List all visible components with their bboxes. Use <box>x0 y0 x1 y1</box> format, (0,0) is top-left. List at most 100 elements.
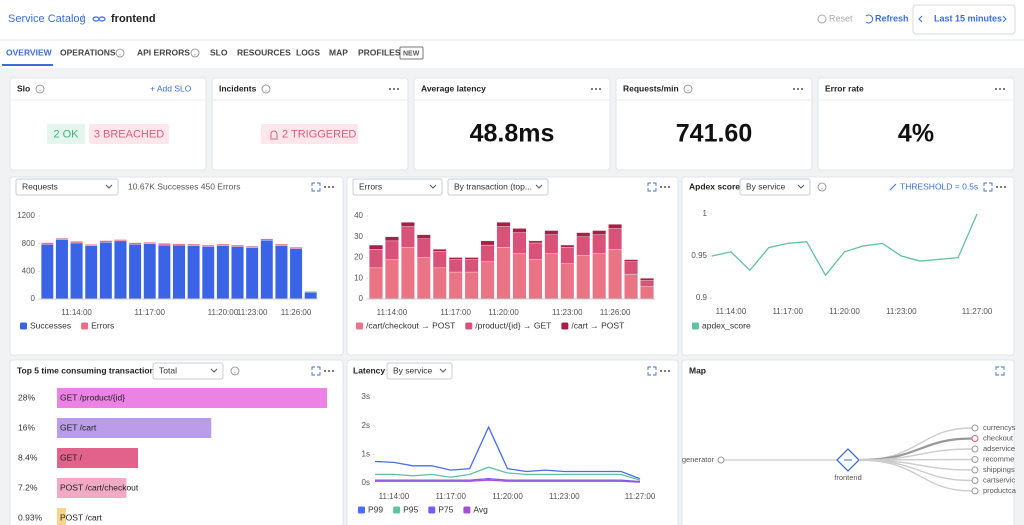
apdex-threshold[interactable]: THRESHOLD = 0.5s <box>900 181 978 191</box>
more-icon[interactable] <box>595 88 597 90</box>
bar-segment <box>231 246 244 300</box>
more-icon[interactable] <box>328 370 330 372</box>
bar-segment <box>560 263 575 300</box>
expand-icon[interactable] <box>311 182 321 192</box>
more-icon[interactable] <box>328 186 330 188</box>
map-node-label: checkout <box>983 433 1014 442</box>
expand-icon[interactable] <box>311 366 321 376</box>
map-node[interactable] <box>971 477 979 484</box>
bar-segment <box>512 253 527 300</box>
more-icon[interactable] <box>797 88 799 90</box>
bar-segment <box>401 246 415 300</box>
bar-segment <box>99 240 113 243</box>
more-icon[interactable] <box>801 88 803 90</box>
more-icon[interactable] <box>793 88 795 90</box>
y-tick-label: 30 <box>354 232 363 241</box>
help-dot <box>687 90 689 92</box>
more-icon[interactable] <box>1003 88 1005 90</box>
add-slo[interactable]: + Add SLO <box>150 83 192 93</box>
map-node[interactable] <box>971 456 979 463</box>
tab[interactable]: RESOURCES <box>237 47 291 57</box>
breached-badge <box>89 124 169 144</box>
service-icon <box>92 16 106 22</box>
more-icon[interactable] <box>999 88 1001 90</box>
refresh-button[interactable]: Refresh <box>875 13 909 23</box>
card-title: Incidents <box>219 83 257 93</box>
help-icon <box>817 182 827 192</box>
more-icon[interactable] <box>389 88 391 90</box>
x-tick-label: 11:17:00 <box>134 308 165 317</box>
more-icon[interactable] <box>324 370 326 372</box>
expand-icon[interactable] <box>647 366 657 376</box>
panel <box>615 77 813 171</box>
more-icon[interactable] <box>591 88 593 90</box>
more-icon[interactable] <box>332 370 334 372</box>
select[interactable] <box>739 178 811 196</box>
more-icon[interactable] <box>1004 186 1006 188</box>
bar-segment <box>448 259 463 273</box>
transaction-bar <box>57 478 127 498</box>
map-node[interactable] <box>971 445 979 453</box>
more-icon[interactable] <box>668 186 670 188</box>
requests-summary: 10.67K Successes 450 Errors <box>128 181 240 191</box>
select[interactable] <box>447 178 549 196</box>
map-node[interactable] <box>971 466 979 474</box>
map-node[interactable] <box>971 424 979 432</box>
card-title: Slo <box>17 83 30 93</box>
tab[interactable]: API ERRORS <box>137 47 190 57</box>
apdex-title: Apdex score <box>689 181 740 191</box>
x-tick-label: 11:26:00 <box>600 308 631 317</box>
latency-title: Latency <box>353 365 385 375</box>
y-tick-label: 1 <box>703 209 708 218</box>
tab[interactable]: OVERVIEW <box>6 47 53 57</box>
expand-icon[interactable] <box>647 182 657 192</box>
tab[interactable]: PROFILES <box>358 47 401 57</box>
tab[interactable]: MAP <box>329 47 348 57</box>
select[interactable] <box>352 178 443 196</box>
legend-swatch <box>561 322 569 330</box>
reset-icon <box>817 14 827 24</box>
bar-segment <box>640 280 654 287</box>
transaction-bar <box>57 508 66 525</box>
chevron <box>105 184 113 189</box>
more-icon[interactable] <box>996 186 998 188</box>
breadcrumb[interactable]: Service Catalog <box>8 13 86 25</box>
expand-icon[interactable] <box>995 366 1005 376</box>
tab[interactable]: LOGS <box>296 47 320 57</box>
more-icon[interactable] <box>668 370 670 372</box>
more-icon[interactable] <box>393 88 395 90</box>
transaction-bar <box>57 418 212 438</box>
select[interactable] <box>15 178 119 196</box>
expand-icon[interactable] <box>983 182 993 192</box>
more-icon[interactable] <box>397 88 399 90</box>
chevron <box>429 184 437 189</box>
help-dot <box>821 188 823 190</box>
map-node[interactable] <box>971 487 979 495</box>
bar-segment <box>592 234 607 254</box>
more-icon[interactable] <box>660 370 662 372</box>
bar-segment <box>512 232 527 254</box>
select[interactable] <box>152 362 224 380</box>
more-icon[interactable] <box>324 186 326 188</box>
tab[interactable]: SLO <box>210 47 228 57</box>
bar-segment <box>624 273 638 300</box>
more-icon[interactable] <box>599 88 601 90</box>
y-tick-label: 40 <box>354 211 363 220</box>
bar-segment <box>432 251 447 269</box>
bar-segment <box>216 245 230 300</box>
tab[interactable]: OPERATIONS <box>60 47 116 57</box>
time-range-picker[interactable] <box>912 4 1016 35</box>
more-icon[interactable] <box>995 88 997 90</box>
more-icon[interactable] <box>1000 186 1002 188</box>
more-icon[interactable] <box>660 186 662 188</box>
select[interactable] <box>386 362 453 380</box>
more-icon[interactable] <box>332 186 334 188</box>
y-tick-label: 1s <box>362 449 370 458</box>
more-icon[interactable] <box>664 186 666 188</box>
more-icon[interactable] <box>664 370 666 372</box>
bar-segment <box>496 222 511 227</box>
reset-button[interactable]: Reset <box>829 13 853 23</box>
help-dot <box>39 90 41 92</box>
map-node[interactable] <box>971 435 979 442</box>
legend-swatch <box>465 322 473 330</box>
